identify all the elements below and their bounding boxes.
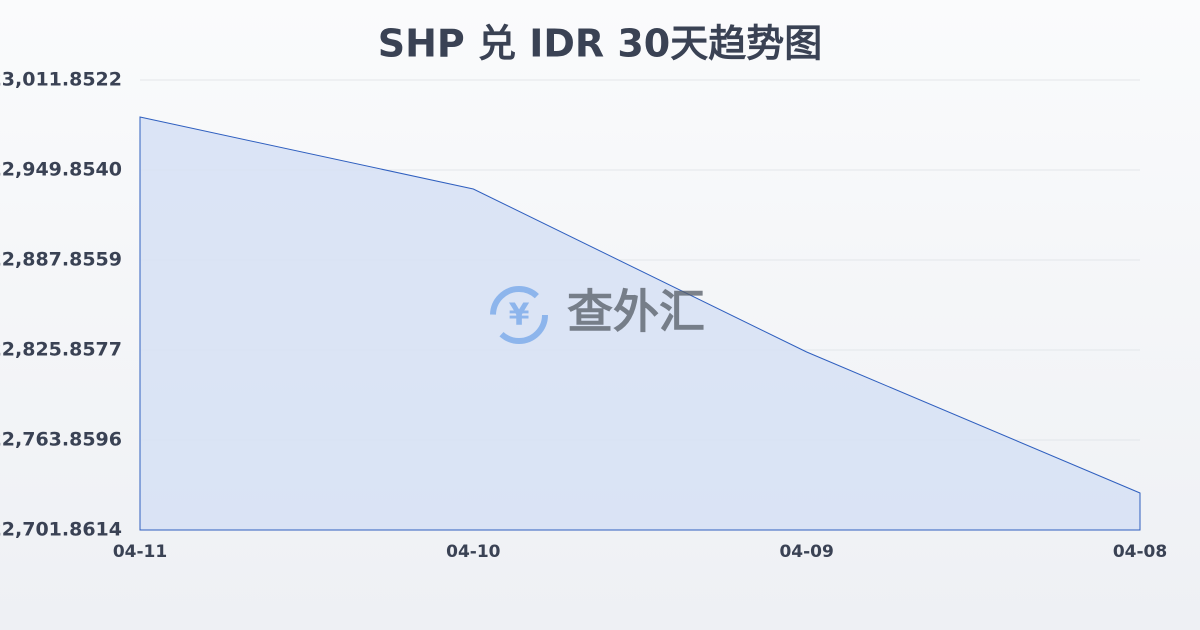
y-tick-label: 22,825.8577 <box>0 339 122 361</box>
chart-title: SHP 兑 IDR 30天趋势图 <box>378 22 823 66</box>
x-tick-label: 04-08 <box>1113 542 1167 562</box>
x-tick-label: 04-10 <box>446 542 501 562</box>
icon-ring <box>490 286 548 344</box>
y-tick-label: 22,887.8559 <box>0 248 122 270</box>
y-tick-label: 22,701.8614 <box>0 519 122 541</box>
y-tick-label: 23,011.8522 <box>0 69 122 91</box>
watermark-icon: ¥ <box>490 286 548 344</box>
x-tick-label: 04-09 <box>779 542 833 562</box>
area <box>139 116 1141 531</box>
y-tick-label: 22,949.8540 <box>0 159 122 181</box>
y-tick-label: 22,763.8596 <box>0 428 122 450</box>
watermark: 查外汇 <box>567 285 705 339</box>
plot <box>139 116 1141 531</box>
icon-symbol: ¥ <box>509 298 530 333</box>
x-tick-label: 04-11 <box>113 542 167 562</box>
